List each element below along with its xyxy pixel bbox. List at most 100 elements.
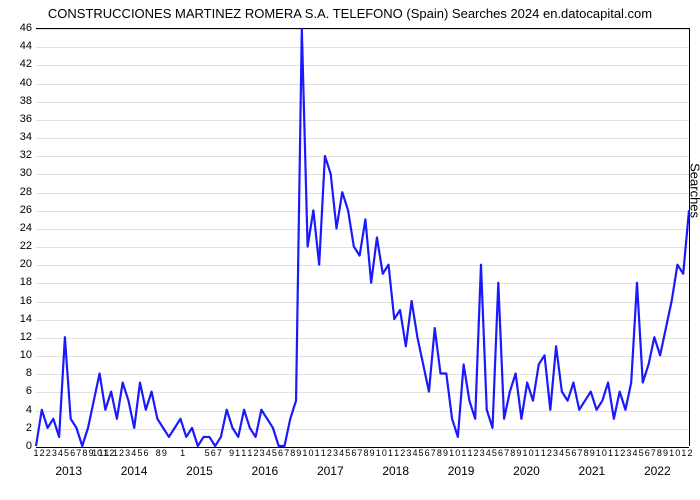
x-month-label: 6 [70,448,75,458]
x-month-label: 7 [217,448,222,458]
x-month-label: 1 [541,448,546,458]
y-gridline [36,193,689,194]
x-month-label: 5 [345,448,350,458]
x-month-label: 4 [266,448,271,458]
x-month-label: 2 [547,448,552,458]
y-gridline [36,138,689,139]
x-month-label: 1 [608,448,613,458]
y-tick-label: 10 [20,349,32,361]
x-month-label: 3 [553,448,558,458]
x-month-label: 9 [229,448,234,458]
x-month-label: 9 [443,448,448,458]
y-tick-label: 24 [20,222,32,234]
x-month-label: 1 [449,448,454,458]
x-year-label: 2017 [317,464,344,478]
x-month-label: 8 [510,448,515,458]
y-tick-label: 30 [20,167,32,179]
y-gridline [36,120,689,121]
x-month-label: 5 [639,448,644,458]
x-month-label: 1 [596,448,601,458]
y-gridline [36,84,689,85]
x-month-label: 2 [119,448,124,458]
y-tick-label: 12 [20,331,32,343]
y-gridline [36,374,689,375]
x-month-label: 0 [309,448,314,458]
x-month-label: 3 [52,448,57,458]
x-year-label: 2019 [448,464,475,478]
x-month-label: 9 [590,448,595,458]
y-tick-label: 20 [20,258,32,270]
x-month-label: 1 [33,448,38,458]
y-gridline [36,356,689,357]
x-month-label: 0 [529,448,534,458]
x-month-label: 9 [516,448,521,458]
y-tick-label: 28 [20,186,32,198]
x-month-label: 8 [82,448,87,458]
y-gridline [36,156,689,157]
x-month-label: 3 [125,448,130,458]
y-tick-label: 42 [20,58,32,70]
x-month-label: 6 [645,448,650,458]
y-gridline [36,283,689,284]
y-gridline [36,174,689,175]
x-month-label: 6 [351,448,356,458]
y-gridline [36,29,689,30]
x-month-label: 1 [235,448,240,458]
y-axis: 0246810121416182022242628303234363840424… [0,28,36,446]
y-tick-label: 6 [26,385,32,397]
x-month-label: 5 [565,448,570,458]
x-month-label: 1 [302,448,307,458]
x-month-label: 5 [419,448,424,458]
x-year-label: 2018 [382,464,409,478]
y-tick-label: 14 [20,313,32,325]
x-month-label: 7 [651,448,656,458]
x-month-label: 7 [357,448,362,458]
y-tick-label: 38 [20,95,32,107]
y-gridline [36,429,689,430]
x-month-label: 2 [474,448,479,458]
y-gridline [36,265,689,266]
x-month-label: 9 [663,448,668,458]
x-month-label: 6 [571,448,576,458]
x-month-label: 5 [137,448,142,458]
x-month-label: 1 [467,448,472,458]
x-month-label: 3 [480,448,485,458]
x-month-label: 1 [614,448,619,458]
x-month-label: 3 [260,448,265,458]
x-month-label: 9 [162,448,167,458]
x-month-label: 1 [321,448,326,458]
x-month-label: 5 [492,448,497,458]
x-month-label: 1 [241,448,246,458]
x-month-label: 0 [455,448,460,458]
x-month-label: 2 [254,448,259,458]
data-line [36,29,689,446]
x-month-label: 4 [486,448,491,458]
x-month-label: 1 [315,448,320,458]
y-tick-label: 18 [20,276,32,288]
x-month-label: 1 [247,448,252,458]
x-month-label: 2 [40,448,45,458]
x-month-label: 1 [180,448,185,458]
y-tick-label: 0 [26,440,32,452]
x-month-label: 7 [577,448,582,458]
x-month-label: 1 [394,448,399,458]
x-year-label: 2015 [186,464,213,478]
x-year-label: 2014 [121,464,148,478]
x-month-label: 2 [687,448,692,458]
x-month-label: 8 [657,448,662,458]
x-month-label: 6 [211,448,216,458]
y-gridline [36,338,689,339]
x-month-label: 2 [620,448,625,458]
x-month-label: 0 [382,448,387,458]
x-month-label: 7 [76,448,81,458]
x-axis: 1223456789101112123456891567911123456789… [36,446,690,500]
y-gridline [36,47,689,48]
y-tick-label: 32 [20,149,32,161]
x-month-label: 4 [632,448,637,458]
y-tick-label: 2 [26,422,32,434]
x-month-label: 1 [388,448,393,458]
y-gridline [36,247,689,248]
x-month-label: 4 [131,448,136,458]
plot-area: Searches [36,28,690,446]
x-month-label: 8 [364,448,369,458]
